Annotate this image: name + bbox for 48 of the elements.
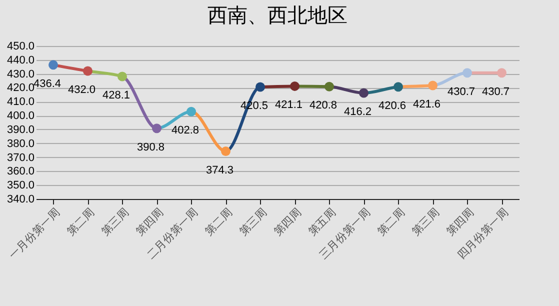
y-tick-label: 380.0 <box>6 138 34 150</box>
data-label: 420.6 <box>378 100 406 112</box>
y-tick-label: 390.0 <box>6 124 34 136</box>
data-label: 430.7 <box>447 86 476 98</box>
x-tick-label: 第四周 <box>271 206 304 238</box>
data-label: 390.8 <box>136 141 165 154</box>
x-tick-label: 第二周 <box>374 206 408 238</box>
data-label: 421.1 <box>274 99 303 112</box>
data-label: 430.7 <box>482 86 510 98</box>
y-tick-label: 450.0 <box>6 40 34 52</box>
x-tick-label: 第二周 <box>202 206 235 238</box>
data-label: 402.8 <box>171 124 200 137</box>
point <box>428 80 438 90</box>
point <box>221 146 230 156</box>
x-tick-label: 第三周 <box>236 206 270 238</box>
data-label: 420.8 <box>309 100 338 112</box>
point <box>152 124 162 134</box>
x-tick-label: 第二周 <box>64 206 97 238</box>
point <box>324 82 334 92</box>
point <box>186 106 196 116</box>
point <box>48 60 58 70</box>
y-tick-label: 360.0 <box>6 166 34 178</box>
point <box>497 68 506 78</box>
point <box>462 68 472 78</box>
x-tick-label: 一月份第一周 <box>6 206 62 262</box>
point <box>118 72 127 82</box>
point <box>83 66 92 76</box>
data-label: 436.4 <box>33 78 62 90</box>
data-label: 421.6 <box>412 98 441 110</box>
point <box>359 88 368 98</box>
point <box>394 82 403 92</box>
data-label: 428.1 <box>102 89 130 102</box>
y-tick-label: 370.0 <box>6 152 34 164</box>
data-label: 432.0 <box>68 84 96 96</box>
y-tick-label: 420.0 <box>6 82 34 94</box>
y-tick-label: 430.0 <box>6 68 34 80</box>
y-tick-label: 440.0 <box>6 54 34 66</box>
y-tick-label: 400.0 <box>6 110 34 122</box>
y-tick-label: 340.0 <box>6 194 34 206</box>
y-tick-label: 350.0 <box>6 180 34 192</box>
data-label: 374.3 <box>206 164 234 176</box>
point <box>256 82 265 92</box>
x-tick-label: 第三周 <box>409 206 442 238</box>
y-tick-label: 410.0 <box>6 96 34 108</box>
data-label: 416.2 <box>344 106 372 118</box>
chart-title: 西南、西北地区 <box>208 3 348 27</box>
x-tick-label: 第三周 <box>98 206 132 238</box>
point <box>290 81 300 91</box>
